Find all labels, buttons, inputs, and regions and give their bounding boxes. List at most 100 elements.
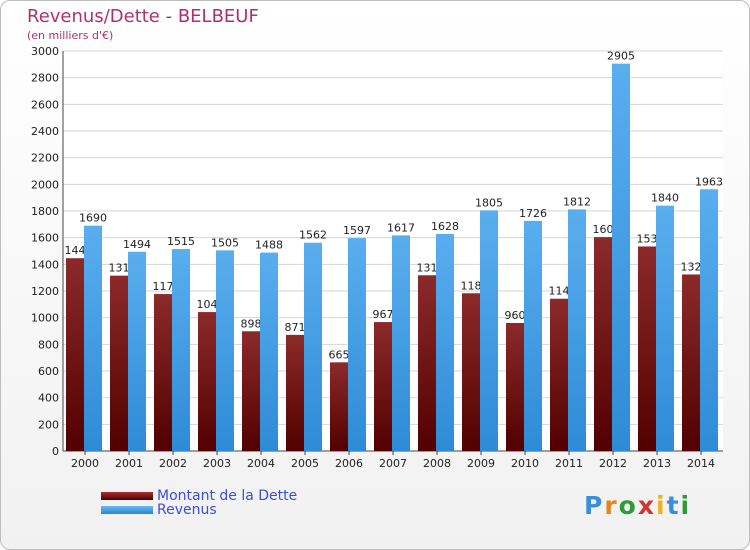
x-tick-label: 2009 — [467, 457, 495, 470]
y-tick-label: 1000 — [31, 312, 59, 325]
data-label-dette: 131 — [417, 261, 438, 274]
legend-item-dette: Montant de la Dette — [101, 488, 297, 504]
bar-revenus — [216, 250, 234, 451]
y-tick-label: 2200 — [31, 152, 59, 165]
bar-dette — [110, 275, 128, 451]
chart-title: Revenus/Dette - BELBEUF — [27, 6, 259, 27]
data-label-revenus: 1628 — [431, 220, 459, 233]
data-label-revenus: 1840 — [651, 192, 679, 205]
data-label-revenus: 1963 — [695, 175, 723, 188]
data-label-revenus: 1690 — [79, 212, 107, 225]
x-tick-label: 2013 — [643, 457, 671, 470]
data-label-dette: 160 — [593, 223, 614, 236]
bar-dette — [154, 294, 172, 451]
data-label-revenus: 1494 — [123, 238, 151, 251]
bar-dette — [330, 362, 348, 451]
data-label-dette: 665 — [329, 348, 350, 361]
x-tick-label: 2010 — [511, 457, 539, 470]
bar-revenus — [128, 251, 146, 451]
x-tick-label: 2011 — [555, 457, 583, 470]
bar-revenus — [612, 63, 630, 452]
y-tick-label: 200 — [38, 418, 59, 431]
logo-letter: i — [680, 491, 692, 520]
bar-dette — [242, 331, 260, 451]
bar-revenus — [392, 235, 410, 451]
legend-swatch-dette — [101, 492, 153, 500]
logo-letter: i — [656, 491, 667, 520]
y-tick-label: 3000 — [31, 45, 59, 58]
bar-revenus — [304, 242, 322, 451]
data-label-revenus: 2905 — [607, 50, 635, 63]
bar-dette — [462, 293, 480, 451]
x-tick-label: 2000 — [71, 457, 99, 470]
y-tick-label: 400 — [38, 392, 59, 405]
data-label-dette: 967 — [373, 308, 394, 321]
bar-dette — [682, 274, 700, 451]
x-tick-label: 2002 — [159, 457, 187, 470]
y-tick-label: 2800 — [31, 72, 59, 85]
data-label-revenus: 1805 — [475, 196, 503, 209]
logo-letter: x — [637, 491, 656, 520]
y-tick-label: 2600 — [31, 98, 59, 111]
bar-revenus — [568, 209, 586, 451]
y-tick-label: 2000 — [31, 178, 59, 191]
bar-dette — [418, 275, 436, 451]
y-tick-label: 2400 — [31, 125, 59, 138]
bar-revenus — [172, 249, 190, 451]
data-label-revenus: 1562 — [299, 229, 327, 242]
legend-label-revenus: Revenus — [157, 502, 217, 518]
legend-label-dette: Montant de la Dette — [157, 488, 298, 504]
bar-dette — [66, 258, 84, 451]
logo-letter: o — [618, 491, 638, 520]
data-label-revenus: 1488 — [255, 239, 283, 252]
bar-dette — [506, 323, 524, 451]
legend-swatch-revenus — [101, 506, 153, 514]
bar-revenus — [348, 238, 366, 451]
data-label-dette: 144 — [65, 244, 86, 257]
data-label-dette: 871 — [285, 321, 306, 334]
logo-letter: r — [604, 491, 619, 520]
bar-dette — [374, 322, 392, 451]
y-tick-label: 1400 — [31, 258, 59, 271]
logo-letter: t — [666, 491, 681, 520]
x-tick-label: 2003 — [203, 457, 231, 470]
bar-revenus — [480, 210, 498, 451]
data-label-dette: 960 — [505, 309, 526, 322]
y-tick-label: 600 — [38, 365, 59, 378]
chart-subtitle: (en milliers d'€) — [27, 29, 114, 42]
logo-letter: P — [584, 491, 605, 520]
x-tick-label: 2007 — [379, 457, 407, 470]
data-label-dette: 132 — [681, 260, 702, 273]
bar-revenus — [700, 189, 718, 451]
data-label-dette: 153 — [637, 232, 658, 245]
x-tick-label: 2006 — [335, 457, 363, 470]
bar-revenus — [84, 225, 102, 451]
y-tick-label: 800 — [38, 338, 59, 351]
x-tick-label: 2012 — [599, 457, 627, 470]
y-tick-label: 0 — [52, 445, 59, 458]
legend-item-revenus: Revenus — [101, 502, 217, 518]
bar-dette — [638, 246, 656, 451]
x-tick-label: 2008 — [423, 457, 451, 470]
x-tick-label: 2005 — [291, 457, 319, 470]
bar-revenus — [524, 220, 542, 451]
y-tick-label: 1200 — [31, 285, 59, 298]
data-label-dette: 118 — [461, 279, 482, 292]
bar-dette — [550, 298, 568, 451]
data-label-dette: 104 — [197, 298, 218, 311]
data-label-revenus: 1597 — [343, 224, 371, 237]
data-label-revenus: 1515 — [167, 235, 195, 248]
bar-revenus — [436, 233, 454, 451]
bar-dette — [286, 334, 304, 451]
data-label-dette: 898 — [241, 317, 262, 330]
x-tick-label: 2004 — [247, 457, 275, 470]
data-label-revenus: 1812 — [563, 195, 591, 208]
data-label-dette: 114 — [549, 285, 570, 298]
proxiti-logo: Proxiti — [584, 491, 691, 520]
bar-dette — [594, 237, 612, 451]
y-tick-label: 1600 — [31, 232, 59, 245]
x-tick-label: 2014 — [687, 457, 715, 470]
data-label-revenus: 1505 — [211, 236, 239, 249]
